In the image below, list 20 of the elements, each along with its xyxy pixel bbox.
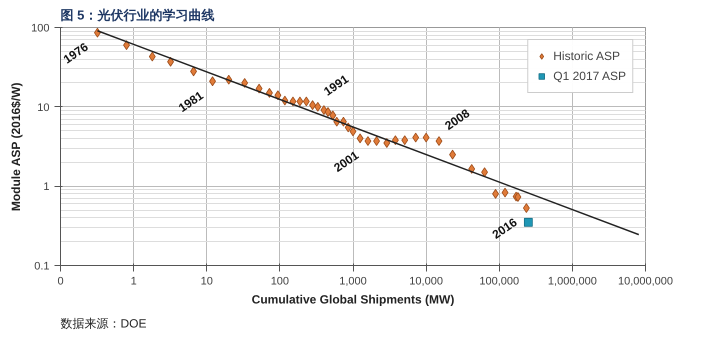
y-tick-label: 0.1 (34, 260, 50, 272)
y-tick-label: 1 (43, 181, 50, 194)
x-tick-label: 100,000 (479, 276, 520, 288)
y-tick-label: 100 (31, 22, 50, 34)
source-note: 数据来源：DOE (60, 316, 147, 330)
x-tick-label: 1 (130, 276, 137, 288)
x-tick-label: 10,000 (409, 276, 443, 288)
legend-label: Historic ASP (553, 49, 620, 63)
y-axis-title: Module ASP (2016$/W) (9, 82, 24, 212)
x-tick-label: 100 (270, 276, 290, 288)
x-tick-label: 1,000 (339, 276, 367, 288)
annotation: 1981 (176, 88, 206, 115)
x-tick-label: 10,000,000 (618, 276, 674, 288)
x-tick-label: 0 (57, 276, 64, 288)
x-tick-label: 10 (200, 276, 213, 288)
y-tick-label: 10 (37, 102, 50, 114)
chart-title: 图 5：光伏行业的学习曲线 (60, 8, 214, 22)
legend-label: Q1 2017 ASP (553, 69, 626, 83)
x-axis-title: Cumulative Global Shipments (MW) (252, 292, 454, 306)
x-tick-label: 1,000,000 (548, 276, 597, 288)
